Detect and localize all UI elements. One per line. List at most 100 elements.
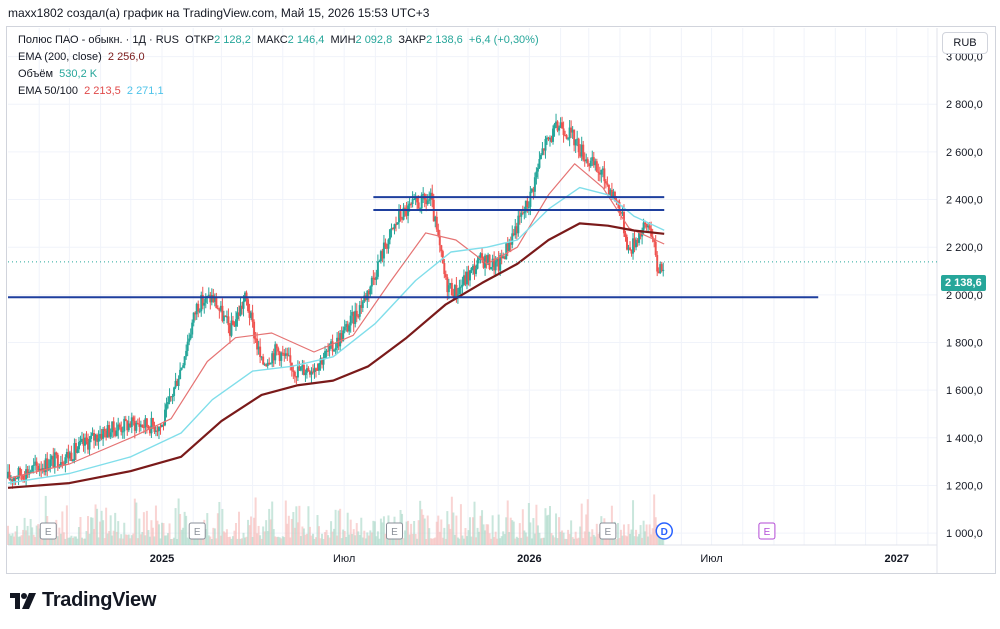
candle-body [632, 238, 635, 254]
candle-body [385, 247, 388, 249]
volume-bar [209, 536, 212, 545]
volume-bar [59, 533, 62, 545]
candle-body [225, 316, 228, 318]
candle-body [7, 471, 9, 479]
candle-body [372, 277, 375, 279]
candle-body [411, 199, 414, 205]
candle-body [173, 387, 176, 396]
volume-bar [542, 537, 545, 545]
volume-bar [242, 532, 245, 545]
volume-bar [410, 523, 413, 545]
legend-symbol[interactable]: Полюс ПАО - обыкн. · 1Д · RUS [18, 34, 179, 46]
volume-bar [241, 538, 244, 545]
volume-bar [142, 512, 145, 545]
volume-bar [83, 538, 86, 545]
volume-bar [168, 523, 171, 545]
volume-bar [618, 538, 621, 545]
candle-body [523, 211, 526, 214]
earnings-marker [385, 522, 403, 540]
candle-body [443, 263, 446, 275]
candle-body [216, 308, 219, 310]
volume-bar [298, 505, 301, 545]
volume-bar [151, 527, 154, 545]
candle-body [83, 437, 86, 446]
volume-bar [80, 537, 83, 545]
volume-bar [210, 538, 213, 545]
volume-bar [601, 538, 604, 545]
candle-body [269, 363, 272, 365]
volume-bar [647, 536, 650, 545]
candle-body [550, 137, 553, 142]
candle-body [77, 442, 80, 450]
candle-body [296, 366, 299, 378]
candle-body [496, 258, 499, 262]
volume-bar [568, 534, 571, 545]
candle-body [453, 284, 456, 299]
candle-body [657, 271, 660, 274]
candle-body [85, 437, 88, 442]
candle-body [355, 310, 358, 317]
legend-low-value: 2 092,8 [355, 34, 393, 46]
volume-bar [14, 531, 17, 545]
candle-body [345, 324, 348, 327]
candle-body [539, 154, 542, 159]
candle-body [378, 261, 381, 263]
candle-body [343, 326, 346, 331]
volume-bar [236, 538, 239, 545]
candle-body [473, 265, 476, 274]
tradingview-logo[interactable]: TradingView [10, 589, 156, 612]
volume-bar [71, 537, 74, 545]
candle-body [159, 426, 162, 428]
candle-body [604, 181, 607, 184]
ema-line-ema-100 [7, 186, 665, 484]
candle-body [497, 258, 500, 271]
candle-body [449, 283, 452, 286]
volume-bar [441, 537, 444, 545]
candle-body [462, 275, 465, 285]
candle-body [325, 350, 328, 352]
candle-body [594, 161, 597, 166]
volume-bar [10, 535, 13, 545]
volume-bar [135, 502, 138, 545]
candle-body [115, 430, 118, 436]
legend-ema200-row[interactable]: EMA (200, close) 2 256,0 [18, 49, 539, 66]
candle-body [382, 242, 385, 259]
candle-body [468, 270, 471, 281]
candle-body [236, 312, 239, 320]
volume-bar [624, 535, 627, 545]
volume-bar [644, 531, 647, 545]
volume-bar [541, 537, 544, 545]
volume-bar [250, 516, 253, 545]
currency-button[interactable]: RUB [942, 32, 988, 54]
volume-bar [549, 506, 552, 545]
candle-body [395, 224, 398, 226]
candle-body [384, 242, 387, 248]
volume-bar [286, 523, 289, 545]
volume-bar [552, 535, 555, 545]
legend-ema50-100-row[interactable]: EMA 50/100 2 213,5 2 271,1 [18, 83, 539, 100]
volume-bar [301, 526, 304, 545]
volume-bar [111, 535, 114, 545]
candle-body [80, 438, 83, 441]
volume-bar [147, 530, 150, 545]
volume-bar [577, 537, 580, 545]
volume-bar [375, 536, 378, 545]
candle-body [197, 303, 200, 312]
candle-body [292, 370, 295, 372]
volume-bar [496, 538, 499, 545]
candle-body [97, 438, 100, 442]
volume-bar [529, 522, 532, 545]
volume-bar [268, 508, 271, 545]
volume-bar [117, 521, 120, 545]
volume-bar [314, 537, 317, 545]
candle-body [375, 276, 378, 280]
volume-bar [105, 507, 108, 545]
volume-bar [280, 538, 283, 545]
volume-bar [82, 538, 85, 545]
candle-body [505, 243, 508, 260]
volume-bar [186, 537, 189, 545]
legend-volume-row[interactable]: Объём 530,2 K [18, 66, 539, 83]
volume-bar [459, 504, 462, 545]
volume-bar [90, 517, 93, 545]
